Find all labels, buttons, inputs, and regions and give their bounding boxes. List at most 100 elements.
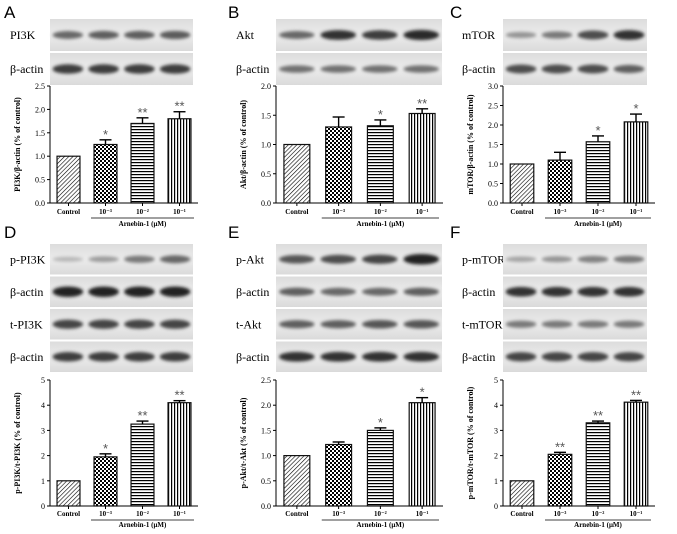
blot-band [320,287,357,296]
blot-band [278,254,315,264]
x-tick-label: 10⁻³ [99,510,112,518]
bar [509,480,535,507]
blot-label: p-mTOR [462,252,505,266]
panel-letter: E [228,223,239,242]
panel-letter: D [4,223,16,242]
y-axis-label: mTOR/β-actin (% of control) [466,94,475,194]
blot-band [320,30,357,40]
y-tick-label: 5 [494,376,498,385]
blot-label: β-actin [10,285,43,299]
y-tick-label: 2.0 [35,105,45,114]
blot-band [320,351,357,362]
y-tick-label: 2.5 [35,82,45,91]
blot-band [320,254,357,264]
x-tick-label: 10⁻² [136,510,149,518]
y-axis-label: p-mTOR/t-mTOR (% of control) [466,386,475,499]
blot-band [577,352,609,362]
y-tick-label: 2.5 [261,376,271,385]
significance-marker: * [595,123,600,138]
blot-band [613,64,645,74]
bar [623,401,649,507]
bar [366,125,394,204]
blot-band [278,287,315,296]
blot-label: Akt [236,28,255,42]
x-tick-label: Control [285,208,308,216]
x-tick-label: 10⁻² [374,510,387,518]
blot-band [577,30,609,40]
y-tick-label: 0 [494,502,498,511]
blot-band [52,64,84,74]
blot-band [124,351,155,362]
significance-marker: ** [555,439,565,454]
blot-band [278,31,315,39]
significance-marker: ** [593,408,603,423]
blot-band [320,65,357,73]
blot-band [159,351,191,362]
significance-marker: ** [137,105,147,120]
blot-band [124,64,155,74]
y-tick-label: 1.5 [488,141,498,150]
y-axis-label: Akt/β-actin (% of control) [239,100,248,190]
panel-letter: A [4,3,16,22]
blot-band [403,254,440,265]
x-axis-label: Arnebin-1 (μM) [119,521,167,529]
bar [167,402,192,507]
x-tick-label: 10⁻¹ [173,510,186,518]
significance-marker: * [103,441,108,456]
bar [509,163,535,204]
blot-band [577,255,609,263]
blot-band [403,351,440,362]
bar [283,455,311,507]
x-tick-label: 10⁻² [136,208,149,216]
blot-band [403,29,440,41]
blot-band [403,65,440,73]
bar [325,443,353,507]
x-tick-label: 10⁻¹ [173,208,186,216]
blot-band [88,286,119,297]
blot-label: p-Akt [236,252,265,266]
blot-band [505,320,537,328]
blot-band [278,65,315,73]
significance-marker: ** [417,96,427,111]
blot-label: p-PI3K [10,252,46,266]
blot-band [159,286,191,297]
x-tick-label: 10⁻³ [99,208,112,216]
x-tick-label: 10⁻² [592,510,605,518]
blot-label: β-actin [462,350,495,364]
blot-label: β-actin [236,350,269,364]
bar [56,155,81,204]
y-tick-label: 0 [41,502,45,511]
blot-band [159,255,191,264]
blot-band [52,256,84,262]
bar [408,112,436,204]
significance-marker: * [103,127,108,142]
bar [585,141,611,204]
blot-band [320,320,357,329]
y-tick-label: 1.0 [261,452,271,461]
bar [366,429,394,507]
blot-label: β-actin [236,62,269,76]
blot-band [52,31,84,39]
panel-b: B Akt β-actin 0.0 0.5 1.0 1.5 2.0 Akt/β-actin (%… [228,3,443,228]
x-tick-label: Control [57,208,80,216]
y-tick-label: 2.0 [261,82,271,91]
x-axis-label: Arnebin-1 (μM) [574,521,622,529]
blot-band [88,319,119,329]
blot-band [124,255,155,263]
x-tick-label: 10⁻² [592,208,605,216]
blot-label: PI3K [10,28,36,42]
panel-f: Fp-mTOR β-actin t-mTOR β-actin 0 1 2 3 4 5 p-mTOR/… [450,223,655,529]
y-tick-label: 4 [41,401,45,410]
blot-band [124,286,155,297]
blot-band [88,256,119,263]
blot-band [505,256,537,263]
y-tick-label: 1.5 [35,129,45,138]
x-axis-label: Arnebin-1 (μM) [574,220,622,228]
blot-band [613,255,645,263]
blot-band [505,31,537,39]
y-axis-label: p-PI3K/t-PI3K (% of control) [13,392,22,494]
blot-band [361,254,398,264]
bar [167,118,192,204]
y-tick-label: 0.5 [35,176,45,185]
